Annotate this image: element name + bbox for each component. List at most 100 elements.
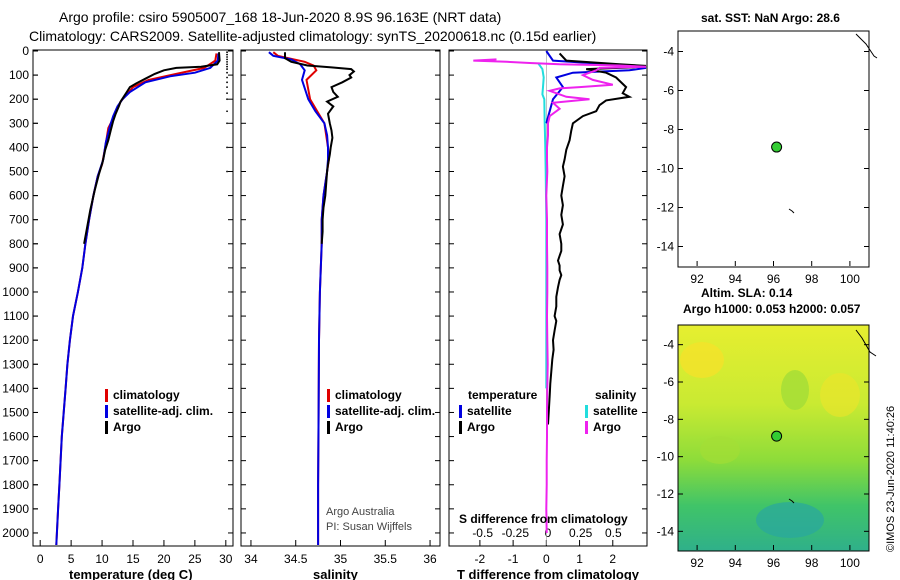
sample-station-dot — [226, 76, 228, 79]
depth-tick-label: 1100 — [3, 309, 29, 323]
sample-station-dot — [226, 170, 228, 173]
depth-tick-label: 1700 — [2, 454, 29, 468]
legend-swatch-s-argo — [585, 421, 588, 434]
depth-tick-label: 1200 — [2, 333, 29, 347]
depth-tick-label: 0 — [22, 44, 29, 58]
depth-tick-label: 500 — [9, 164, 29, 178]
sst-map-title: sat. SST: NaN Argo: 28.6 — [701, 11, 840, 25]
figure-title-line2: Climatology: CARS2009. Satellite-adjuste… — [29, 28, 596, 44]
difference-x-label: T difference from climatology — [457, 567, 640, 580]
x-top-tick-label: 0.5 — [605, 526, 622, 540]
map-x-tick-label: 98 — [805, 272, 819, 286]
difference-plot-area — [473, 50, 647, 545]
legend-swatch-argo — [105, 421, 108, 434]
x-tick-label: 15 — [126, 552, 140, 566]
legend-title-salinity: salinity — [595, 388, 637, 402]
x-tick-label: 25 — [188, 552, 202, 566]
temperature-plot-area — [55, 51, 228, 546]
sla-mid-patch — [700, 436, 740, 464]
legend-swatch-t-argo — [459, 421, 462, 434]
map-y-tick-label: -6 — [663, 375, 674, 389]
legend-swatch-climatology — [327, 389, 330, 402]
depth-tick-label: 1000 — [2, 285, 29, 299]
difference-top-label: S difference from climatology — [459, 512, 628, 526]
sample-station-dot — [226, 86, 228, 89]
x-tick-label: 20 — [157, 552, 171, 566]
legend-label-climatology: climatology — [335, 388, 402, 402]
sla-map-subtitle: Argo h1000: 0.053 h2000: 0.057 — [683, 302, 861, 316]
salinity-plot-area — [268, 51, 356, 545]
depth-tick-label: 400 — [9, 140, 29, 154]
depth-tick-label: 100 — [9, 68, 29, 82]
sst-map-axes: 92 94 96 98 100 -4 -6 -8 -10 -12 -14 — [657, 45, 869, 286]
legend-label-climatology: climatology — [113, 388, 180, 402]
map-y-tick-label: -14 — [657, 524, 675, 538]
depth-axis: 0 100 200 300 400 500 600 700 800 900 1000 1100 1200… — [2, 44, 38, 540]
depth-tick-label: 2000 — [2, 526, 29, 540]
map-x-tick-label: 94 — [729, 556, 743, 570]
series-line-temperature-argo — [547, 52, 647, 425]
x-tick-label: 34 — [244, 552, 258, 566]
sla-map: Altim. SLA: 0.14 Argo h1000: 0.053 h2000… — [657, 286, 877, 570]
map-y-tick-label: -8 — [663, 123, 674, 137]
temperature-panel: 0100200300400500600700800900100011001200… — [2, 44, 234, 580]
x-tick-label: 34.5 — [284, 552, 308, 566]
legend-label-s-argo: Argo — [593, 420, 621, 434]
sla-map-axes: 92 94 96 98 100 -4 -6 -8 -10 -12 -14 — [657, 338, 869, 570]
depth-tick-label: 1500 — [2, 405, 29, 419]
temperature-x-label: temperature (deg C) — [69, 567, 193, 580]
island-outline — [788, 208, 795, 214]
depth-tick-label: 1400 — [2, 381, 29, 395]
legend-swatch-satellite-adj — [105, 405, 108, 418]
salinity-legend: climatology satellite-adj. clim. Argo — [327, 388, 435, 434]
difference-legend: temperature salinity satellite Argo sate… — [459, 388, 638, 434]
map-x-tick-label: 92 — [690, 556, 704, 570]
x-top-tick-label: 0.25 — [569, 526, 593, 540]
legend-label-satellite-adj: satellite-adj. clim. — [335, 404, 435, 418]
map-y-tick-label: -12 — [657, 487, 675, 501]
sla-map-title: Altim. SLA: 0.14 — [701, 286, 793, 300]
coastline — [855, 33, 878, 59]
salinity-x-label: salinity — [313, 567, 359, 580]
map-y-tick-label: -4 — [663, 45, 674, 59]
sample-station-dot — [226, 60, 228, 63]
depth-tick-label: 800 — [9, 237, 29, 251]
x-tick-label: 0 — [543, 552, 550, 566]
imos-timestamp: ©IMOS 23-Jun-2020 11:40:26 — [885, 406, 897, 552]
depth-tick-label: 1600 — [2, 430, 29, 444]
x-tick-label: 1 — [576, 552, 583, 566]
sample-station-dot — [226, 58, 228, 61]
map-y-tick-label: -14 — [657, 240, 675, 254]
float-position-marker — [771, 430, 783, 442]
temperature-x-axis: 0 5 10 15 20 25 30 — [33, 50, 233, 566]
depth-tick-label: 200 — [9, 92, 29, 106]
map-y-tick-label: -4 — [663, 338, 674, 352]
x-tick-label: 35 — [334, 552, 348, 566]
legend-label-s-satellite: satellite — [593, 404, 638, 418]
sla-high-patch — [680, 342, 724, 378]
depth-tick-label: 700 — [9, 213, 29, 227]
sample-station-dot — [226, 56, 228, 58]
legend-label-t-satellite: satellite — [467, 404, 512, 418]
series-line-argo — [83, 52, 221, 244]
sample-station-dot — [226, 146, 228, 149]
x-top-tick-label: -0.5 — [472, 526, 493, 540]
map-x-tick-label: 100 — [840, 272, 860, 286]
difference-panel: -2 -1 0 1 2 -0.5 -0.25 0 0.25 0.5 T difference fr… — [448, 49, 648, 580]
map-y-tick-label: -10 — [657, 162, 675, 176]
depth-tick-label: 600 — [9, 189, 29, 203]
sst-map: sat. SST: NaN Argo: 28.6 92 94 96 98 100 -4 -6… — [657, 11, 878, 286]
legend-swatch-s-satellite — [585, 405, 588, 418]
difference-x-axis: -2 -1 0 1 2 -0.5 -0.25 0 0.25 0.5 — [449, 50, 647, 566]
sample-station-dot — [226, 53, 228, 56]
salinity-panel: 34 34.5 35 35.5 36 salinity climatology sate… — [240, 49, 441, 580]
x-tick-label: -1 — [508, 552, 519, 566]
legend-label-satellite-adj: satellite-adj. clim. — [113, 404, 213, 418]
map-x-tick-label: 92 — [690, 272, 704, 286]
map-y-tick-label: -8 — [663, 412, 674, 426]
legend-label-t-argo: Argo — [467, 420, 495, 434]
x-top-tick-label: 0 — [545, 526, 552, 540]
float-position-marker — [771, 141, 783, 153]
sla-mid-patch — [781, 370, 809, 410]
